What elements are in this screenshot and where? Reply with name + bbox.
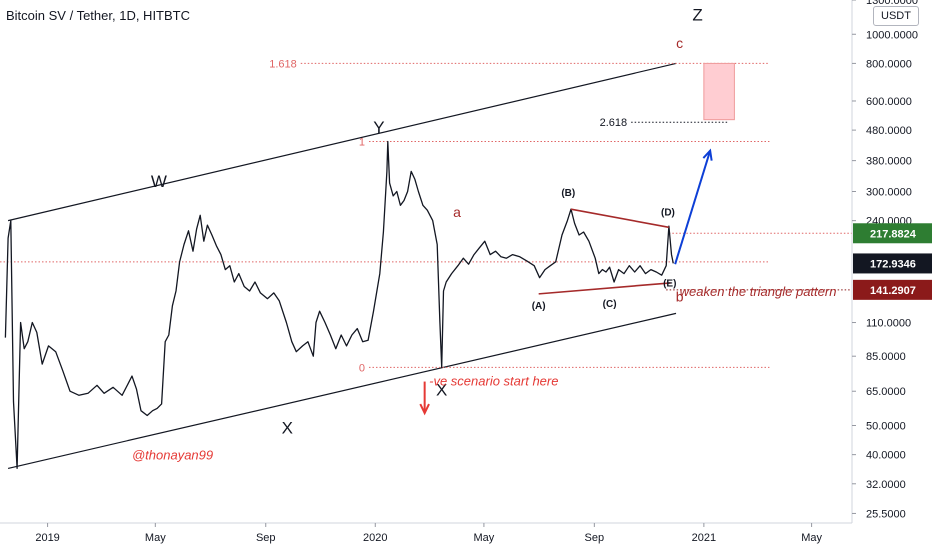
y-tick-label: 40.0000 bbox=[866, 450, 906, 462]
x-tick-label: May bbox=[474, 532, 495, 544]
wave-label: (A) bbox=[532, 301, 546, 312]
channel-lower-line bbox=[7, 312, 677, 469]
price-line bbox=[4, 140, 674, 470]
y-tick-label: 25.5000 bbox=[866, 508, 906, 520]
y-tick-label: 32.0000 bbox=[866, 479, 906, 491]
y-tick-label: 300.0000 bbox=[866, 187, 912, 199]
wave-label: X bbox=[436, 380, 447, 399]
annotation-text: @thonayan99 bbox=[132, 448, 213, 463]
projection-arrows bbox=[419, 148, 713, 416]
channel-lines bbox=[7, 62, 677, 469]
x-tick-label: 2020 bbox=[363, 532, 387, 544]
currency-selector[interactable]: USDT bbox=[873, 6, 919, 26]
wave-label: (D) bbox=[661, 207, 675, 218]
x-tick-label: Sep bbox=[256, 532, 276, 544]
chart-title: Bitcoin SV / Tether, 1D, HITBTC bbox=[6, 8, 190, 23]
y-tick-label: 85.0000 bbox=[866, 351, 906, 363]
price-label-text: 141.2907 bbox=[870, 285, 916, 297]
annotation-text: weaken the triangle pattern bbox=[680, 284, 837, 299]
price-label-box bbox=[853, 223, 932, 244]
x-tick-label: May bbox=[145, 532, 166, 544]
triangle-upper-line bbox=[570, 208, 669, 229]
y-tick-label: 50.0000 bbox=[866, 421, 906, 433]
price-label-text: 217.8824 bbox=[870, 228, 917, 240]
fib-level-label: 0 bbox=[359, 362, 365, 374]
arrow-head bbox=[702, 148, 713, 161]
wave-label: (E) bbox=[663, 278, 676, 289]
fib-level-label: 1.618 bbox=[269, 58, 297, 70]
wave-label: Y bbox=[373, 118, 384, 137]
price-label-box bbox=[853, 253, 932, 274]
triangle-lines bbox=[538, 208, 671, 295]
target-box bbox=[703, 62, 735, 121]
wave-label: W bbox=[151, 172, 167, 191]
x-tick-label: May bbox=[801, 532, 822, 544]
target-zone-box bbox=[703, 62, 735, 121]
y-tick-label: 800.0000 bbox=[866, 58, 912, 70]
wave-label: (B) bbox=[561, 188, 575, 199]
wave-labels: W X Y X Za b c (A) (B) (C) (D) (E) weaken the triang… bbox=[132, 6, 836, 463]
x-tick-label: 2019 bbox=[35, 532, 59, 544]
y-tick-label: 1300.0000 bbox=[866, 0, 918, 7]
x-tick-label: Sep bbox=[585, 532, 605, 544]
wave-label: c bbox=[676, 35, 683, 51]
price-label-text: 172.9346 bbox=[870, 258, 916, 270]
fib-level-label: 1 bbox=[359, 136, 365, 148]
y-tick-label: 600.0000 bbox=[866, 96, 912, 108]
price-label-box bbox=[853, 279, 932, 300]
arrow-head bbox=[419, 403, 430, 416]
triangle-lower-line bbox=[538, 282, 671, 295]
wave-label: Z bbox=[692, 6, 702, 25]
y-tick-label: 1000.0000 bbox=[866, 29, 918, 41]
arrow-shaft bbox=[674, 150, 712, 265]
price-series bbox=[4, 140, 674, 470]
y-tick-label: 480.0000 bbox=[866, 125, 912, 137]
y-tick-label: 380.0000 bbox=[866, 156, 912, 168]
x-tick-label: 2021 bbox=[692, 532, 716, 544]
annotation-text: -ve scenario start here bbox=[429, 373, 558, 388]
wave-label: (C) bbox=[603, 299, 617, 310]
y-tick-label: 110.0000 bbox=[866, 318, 911, 330]
wave-label: X bbox=[282, 419, 293, 438]
fib-level-label: 2.618 bbox=[600, 117, 628, 129]
channel-upper-line bbox=[7, 62, 677, 222]
wave-label: b bbox=[676, 289, 684, 305]
y-tick-label: 65.0000 bbox=[866, 386, 906, 398]
wave-label: a bbox=[453, 204, 461, 220]
fibonacci-levels: 1.618100.6182.618 bbox=[0, 58, 852, 374]
